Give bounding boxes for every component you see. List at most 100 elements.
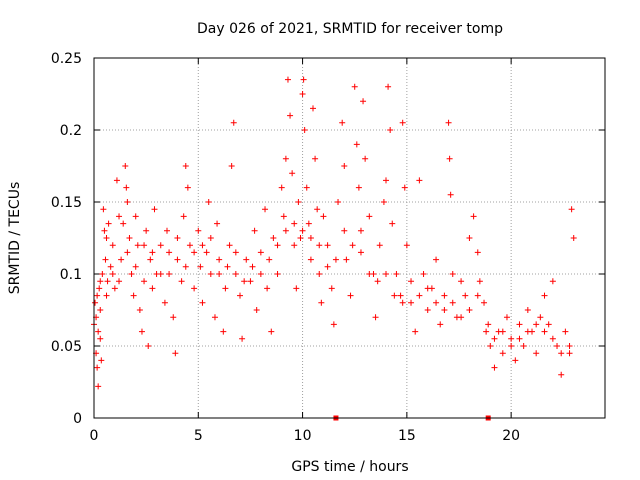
data-point (266, 256, 273, 263)
data-point (447, 191, 454, 198)
data-point (449, 299, 456, 306)
data-point (374, 278, 381, 285)
data-point (141, 278, 148, 285)
data-point (416, 292, 423, 299)
data-point (533, 350, 540, 357)
data-point (109, 242, 116, 249)
x-axis-label: GPS time / hours (291, 459, 408, 475)
data-point (211, 314, 218, 321)
data-point (474, 292, 481, 299)
data-point (487, 343, 494, 349)
data-point (166, 271, 173, 277)
data-point (282, 155, 289, 162)
data-point (483, 328, 490, 335)
data-point (116, 278, 123, 285)
data-point (128, 271, 135, 277)
data-point (241, 278, 248, 285)
data-point (449, 271, 456, 277)
data-point (178, 278, 185, 285)
data-point (474, 249, 481, 256)
data-point (116, 213, 123, 220)
data-point (180, 213, 187, 220)
data-point (316, 271, 323, 277)
data-point (391, 292, 398, 299)
data-point (403, 242, 410, 249)
data-point (508, 335, 515, 342)
data-point (485, 321, 492, 328)
data-point (372, 314, 379, 321)
data-point (174, 235, 181, 241)
data-point (424, 307, 431, 313)
data-point (257, 271, 264, 277)
data-point (314, 206, 321, 213)
data-point (441, 307, 448, 313)
data-point (105, 220, 112, 227)
y-tick-label: 0.2 (60, 123, 82, 139)
data-point (476, 278, 483, 285)
data-point (291, 242, 298, 249)
data-point (347, 292, 354, 299)
y-tick-label: 0.05 (51, 339, 82, 355)
data-point (330, 321, 337, 328)
data-points (91, 76, 577, 421)
data-point (537, 314, 544, 321)
data-point (280, 213, 287, 220)
data-point (95, 328, 102, 335)
data-point (228, 163, 235, 169)
data-point (268, 328, 275, 335)
data-point (94, 364, 101, 371)
data-point (566, 343, 573, 349)
data-point (399, 299, 406, 306)
data-point (97, 278, 104, 285)
y-tick-label: 0.25 (51, 51, 82, 67)
data-point (458, 314, 465, 321)
data-point (341, 227, 348, 234)
data-point (554, 343, 561, 349)
data-point (393, 271, 400, 277)
data-point (134, 242, 141, 249)
data-point (207, 271, 214, 277)
data-point (257, 249, 264, 256)
data-point (401, 184, 408, 191)
data-point (558, 350, 565, 357)
data-point (412, 328, 419, 335)
data-point (300, 76, 307, 83)
data-point (132, 263, 139, 270)
data-point (335, 199, 342, 205)
data-point (357, 249, 364, 256)
data-point (253, 307, 260, 313)
data-point (545, 321, 552, 328)
data-point (113, 177, 120, 184)
data-point (184, 184, 191, 191)
data-point (301, 127, 308, 133)
data-point (282, 227, 289, 234)
data-point (512, 357, 519, 364)
data-point (130, 292, 137, 299)
data-point (499, 328, 506, 335)
data-point (94, 292, 101, 299)
data-point (481, 299, 488, 306)
data-point (446, 155, 453, 162)
data-point (262, 206, 269, 213)
data-point (109, 271, 116, 277)
data-point (383, 271, 389, 277)
data-point (366, 213, 373, 220)
data-point (389, 220, 396, 227)
data-point (458, 278, 465, 285)
x-tick-label: 0 (90, 428, 99, 444)
data-point (164, 227, 170, 234)
data-point (341, 163, 348, 169)
data-point (520, 343, 527, 349)
data-point (433, 299, 440, 306)
data-point (174, 256, 181, 263)
y-tick-label: 0.1 (60, 267, 82, 283)
data-point (420, 271, 427, 277)
data-point (243, 256, 250, 263)
data-point (499, 350, 506, 357)
data-point (355, 184, 362, 191)
data-point (101, 227, 108, 234)
data-point (297, 235, 304, 241)
data-point (199, 242, 206, 249)
